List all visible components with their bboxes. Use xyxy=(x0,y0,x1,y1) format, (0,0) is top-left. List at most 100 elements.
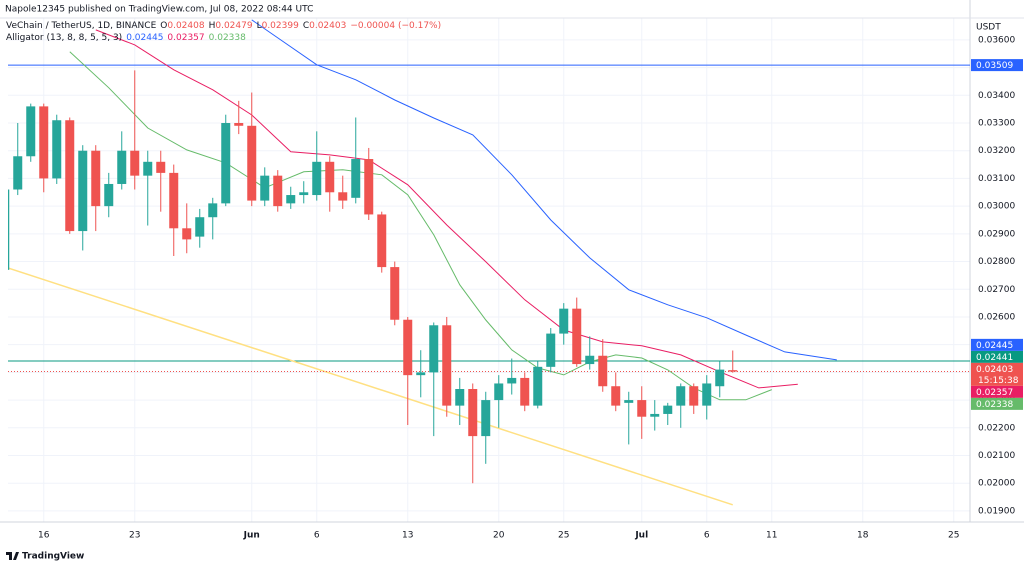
x-tick-label: 20 xyxy=(493,531,505,541)
price-label: 0.02403 xyxy=(976,365,1013,375)
y-tick-label: 0.02700 xyxy=(978,285,1015,295)
candle-body xyxy=(520,377,530,406)
candle-body xyxy=(650,413,660,417)
candle-body xyxy=(598,355,608,387)
candle-body xyxy=(429,325,439,373)
candle-body xyxy=(91,150,101,207)
candle-body xyxy=(247,125,257,201)
candle-body xyxy=(403,319,413,376)
ohlc-item: L0.02399 xyxy=(257,21,299,31)
indicator-legend: Alligator (13, 8, 8, 5, 5, 3) 0.02445 0.0… xyxy=(6,33,246,43)
candle-body xyxy=(728,370,738,372)
candle-body xyxy=(8,189,10,270)
x-tick-label: Jun xyxy=(243,531,260,541)
change: −0.00004 (−0.17%) xyxy=(350,21,442,31)
candle-body xyxy=(702,383,712,406)
y-tick-label: 0.03300 xyxy=(978,119,1015,129)
y-tick-label: 0.02100 xyxy=(978,451,1015,461)
candle-body xyxy=(338,192,348,201)
y-tick-label: 0.03400 xyxy=(978,91,1015,101)
footer: TradingView xyxy=(22,552,84,562)
ohlc-value: 0.02403 xyxy=(309,21,347,31)
candle-body xyxy=(689,386,699,406)
x-tick-label: 25 xyxy=(558,531,569,541)
candle-body xyxy=(494,383,504,401)
indicator-value: 0.02338 xyxy=(208,33,246,43)
candle-body xyxy=(364,159,374,215)
y-tick-label: 0.03600 xyxy=(978,35,1015,45)
y-tick-label: 0.03200 xyxy=(978,146,1015,156)
candle-body xyxy=(663,405,673,414)
ohlc-label: O xyxy=(160,21,168,31)
ohlc-value: 0.02408 xyxy=(167,21,205,31)
candle-body xyxy=(715,369,725,387)
y-tick-label: 0.03100 xyxy=(978,174,1015,184)
indicator-line xyxy=(251,19,837,361)
candle-body xyxy=(39,106,49,179)
candle-body xyxy=(442,325,452,406)
price-label: 0.02338 xyxy=(976,400,1013,410)
x-tick-label: 6 xyxy=(704,531,710,541)
candle-body xyxy=(416,372,426,376)
price-label: 0.02445 xyxy=(976,341,1013,351)
symbol-legend: VeChain / TetherUS, 1D, BINANCE O0.02408… xyxy=(6,21,441,31)
price-label-box xyxy=(971,350,1023,363)
candle-body xyxy=(637,400,647,417)
candle-body xyxy=(78,150,88,232)
grid xyxy=(8,18,970,522)
candle-body xyxy=(507,377,517,384)
countdown: 15:15:38 xyxy=(978,376,1019,386)
candle-body xyxy=(208,203,218,218)
indicator-value: 0.02445 xyxy=(126,33,164,43)
candle-body xyxy=(65,120,75,232)
candle-body xyxy=(195,217,205,237)
indicator-line xyxy=(69,51,772,401)
x-tick-label: 18 xyxy=(857,531,869,541)
candle-body xyxy=(325,161,335,193)
candle-body xyxy=(13,156,23,190)
candle-body xyxy=(156,161,166,173)
ohlc-item: H0.02479 xyxy=(209,21,253,31)
candle-body xyxy=(390,267,400,320)
candle-body xyxy=(676,386,686,406)
candle-body xyxy=(624,400,634,403)
price-label-box xyxy=(971,397,1023,410)
ohlc-item: O0.02408 xyxy=(160,21,204,31)
x-tick-label: 13 xyxy=(402,531,413,541)
ohlc-value: 0.02479 xyxy=(215,21,253,31)
candle-body xyxy=(455,389,465,406)
ohlc-item: C0.02403 xyxy=(303,21,347,31)
price-label-box xyxy=(971,362,1023,386)
candle-body xyxy=(169,172,179,229)
symbol: VeChain / TetherUS, 1D, BINANCE xyxy=(6,21,157,31)
candle-body xyxy=(611,386,621,406)
trend-line xyxy=(8,267,733,506)
candle-body xyxy=(286,195,296,204)
ohlc-label: H xyxy=(208,21,216,31)
candle-body xyxy=(533,366,543,406)
logo-icon xyxy=(6,552,19,560)
candle-body xyxy=(572,308,582,365)
candle-body xyxy=(299,192,309,196)
candle-body xyxy=(143,161,153,176)
candle-body xyxy=(234,123,244,126)
candle-body xyxy=(260,175,270,201)
y-tick-label: 0.02600 xyxy=(978,312,1015,322)
candle-body xyxy=(26,106,36,157)
price-label-box xyxy=(971,59,1023,72)
plot-area xyxy=(8,19,970,506)
candle-body xyxy=(312,161,322,196)
candle-body xyxy=(130,150,140,176)
ohlc-label: L xyxy=(256,21,262,31)
candle-body xyxy=(273,175,283,207)
candle-body xyxy=(481,400,491,437)
x-tick-label: 23 xyxy=(129,531,140,541)
x-tick-label: 25 xyxy=(948,531,959,541)
candle-body xyxy=(117,150,127,184)
candle-body xyxy=(221,123,231,204)
x-tick-label: Jul xyxy=(634,531,648,541)
price-label: 0.03509 xyxy=(976,61,1013,71)
candle-body xyxy=(559,308,569,334)
